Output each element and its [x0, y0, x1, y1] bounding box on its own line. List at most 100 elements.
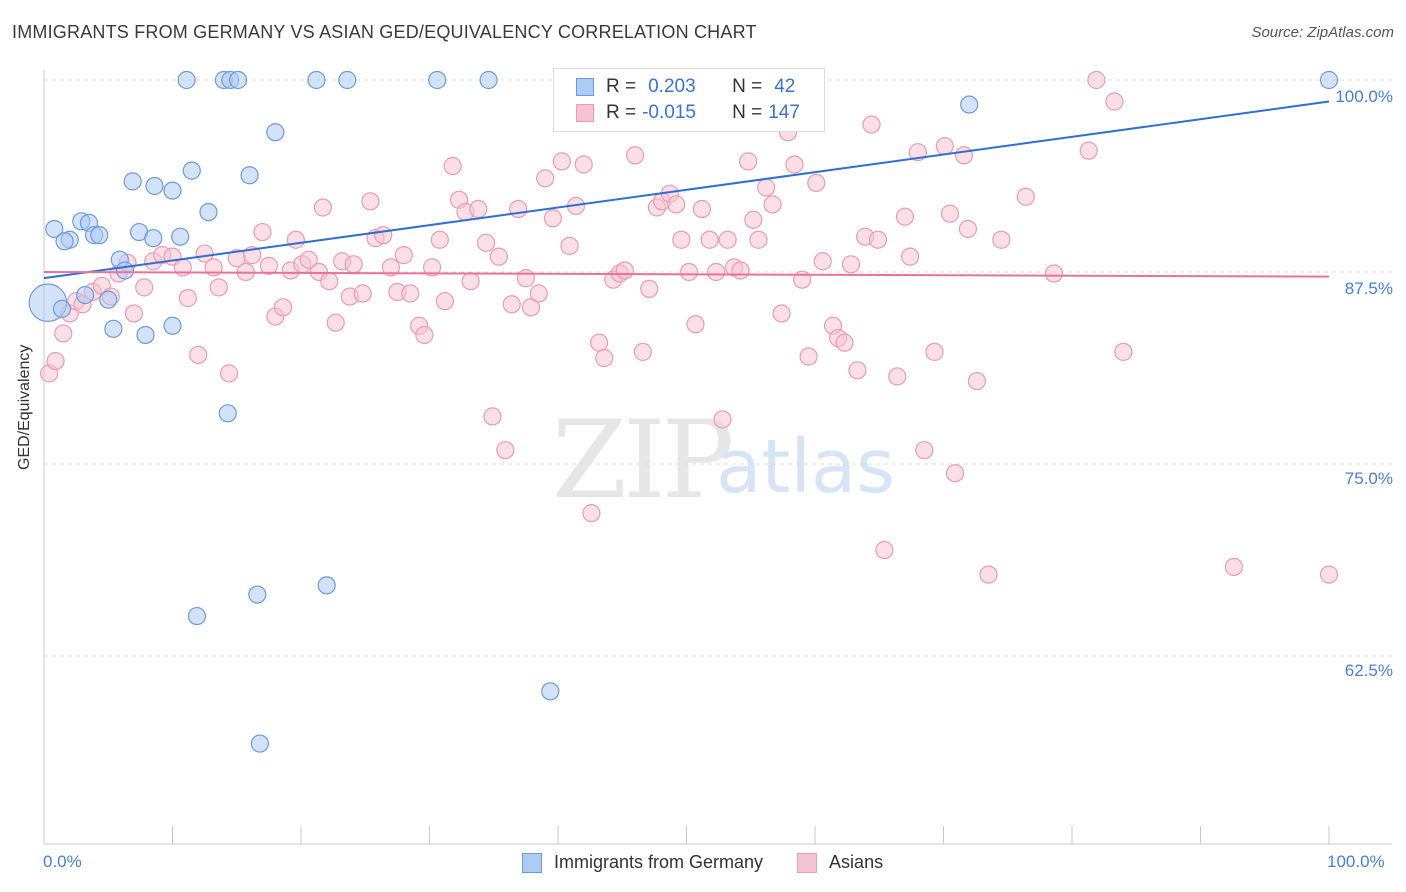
asians-point [749, 230, 768, 249]
asians-point [353, 284, 372, 303]
legend-label-germany: Immigrants from Germany [554, 852, 764, 872]
asians-point [925, 342, 944, 361]
asians-point [672, 230, 691, 249]
germany-point [250, 734, 269, 753]
asians-point [1114, 342, 1133, 361]
asians-point [299, 250, 318, 269]
asians-point [868, 230, 888, 249]
asians-point [209, 278, 228, 297]
asians-point [900, 247, 920, 266]
asians-point [552, 152, 571, 171]
asians-point [706, 262, 726, 282]
asians-point [835, 333, 854, 352]
germany-point [266, 123, 285, 142]
asians-points [40, 70, 1339, 584]
asians-point [574, 155, 593, 174]
asians-point [813, 252, 832, 271]
asians-point [516, 269, 535, 288]
asians-point [633, 342, 652, 361]
legend-r-label: R = [606, 102, 637, 123]
germany-point [90, 226, 109, 245]
asians-point [875, 540, 894, 560]
legend-item-germany[interactable]: Immigrants from Germany [522, 852, 763, 873]
asians-point [615, 261, 634, 280]
germany-point [541, 682, 560, 701]
asians-point [1224, 557, 1244, 577]
legend-swatch-pink [576, 104, 594, 122]
germany-point [428, 70, 447, 90]
asians-point [785, 155, 804, 174]
asians-point [536, 169, 555, 188]
germany-point [177, 70, 196, 90]
x-tick-marks [43, 826, 1330, 844]
asians-point [1105, 92, 1124, 111]
germany-point [76, 285, 95, 305]
asians-point [1044, 264, 1064, 283]
asians-point [543, 209, 562, 228]
asians-point [483, 407, 502, 426]
germany-point [52, 299, 72, 318]
germany-point [171, 227, 190, 246]
watermark-zip: ZIP [552, 398, 734, 523]
axes [43, 70, 1392, 845]
asians-trendline [43, 271, 1330, 278]
germany-point [123, 172, 142, 191]
asians-point [326, 313, 345, 332]
legend-swatch-blue [576, 78, 594, 96]
germany-point [182, 161, 201, 180]
germany-point [1319, 70, 1339, 90]
asians-point [679, 262, 699, 282]
asians-point [967, 371, 987, 391]
asians-point [374, 226, 393, 245]
asians-point [443, 156, 462, 176]
germany-point [45, 219, 64, 239]
asians-point [273, 298, 293, 317]
legend-r-label: R = [606, 76, 637, 97]
germany-point [248, 585, 267, 604]
asians-point [381, 258, 401, 277]
source-label: Source: ZipAtlas.com [1251, 24, 1394, 41]
asians-point [219, 364, 239, 383]
asians-point [1087, 70, 1106, 90]
x-tick-label-100: 100.0% [1327, 852, 1385, 871]
asians-point [469, 199, 488, 219]
legend-row-germany: R = 0.203 N = 42 [576, 74, 795, 100]
asians-point [344, 255, 363, 274]
germany-point [99, 290, 118, 309]
germany-point [338, 70, 357, 90]
asians-point [744, 210, 763, 229]
germany-trendline [43, 100, 1330, 280]
trendlines [43, 100, 1330, 280]
germany-point [55, 232, 74, 251]
asians-point [625, 146, 645, 165]
asians-point [461, 272, 480, 291]
asians-point [848, 361, 867, 380]
legend-r-value: 0.203 [648, 76, 696, 97]
germany-point [115, 261, 135, 280]
asians-point [135, 278, 154, 297]
asians-point [560, 236, 579, 255]
asians-point [979, 565, 998, 584]
germany-point [136, 325, 155, 345]
chart-title: IMMIGRANTS FROM GERMANY VS ASIAN GED/EQU… [12, 22, 757, 42]
asians-point [757, 178, 776, 197]
germany-point [145, 176, 164, 196]
asians-point [394, 246, 413, 265]
asians-point [178, 289, 198, 308]
legend-item-asians[interactable]: Asians [797, 852, 883, 873]
germany-point [228, 70, 248, 90]
y-tick-label-75: 75.0% [1344, 469, 1393, 488]
asians-point [46, 351, 65, 371]
legend-n-value: 147 [768, 102, 800, 123]
asians-point [54, 324, 73, 343]
germany-point [104, 319, 123, 338]
y-tick-label-62-5: 62.5% [1344, 661, 1393, 680]
germany-point [479, 70, 498, 90]
y-axis-label: GED/Equivalency [16, 344, 33, 470]
asians-point [422, 258, 442, 277]
germany-point [218, 404, 237, 423]
asians-point [1319, 565, 1339, 584]
asians-point [718, 230, 737, 249]
asians-point [415, 325, 434, 345]
